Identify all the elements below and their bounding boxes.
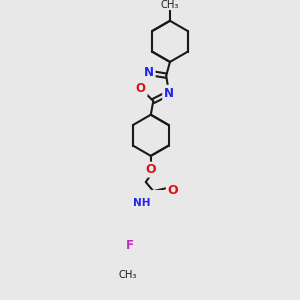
Text: O: O: [167, 184, 178, 197]
Text: O: O: [146, 163, 156, 176]
Text: N: N: [144, 66, 154, 80]
Text: N: N: [164, 86, 174, 100]
Text: F: F: [126, 239, 134, 253]
Text: NH: NH: [133, 198, 150, 208]
Text: CH₃: CH₃: [161, 0, 179, 10]
Text: O: O: [136, 82, 146, 95]
Text: CH₃: CH₃: [118, 270, 137, 280]
